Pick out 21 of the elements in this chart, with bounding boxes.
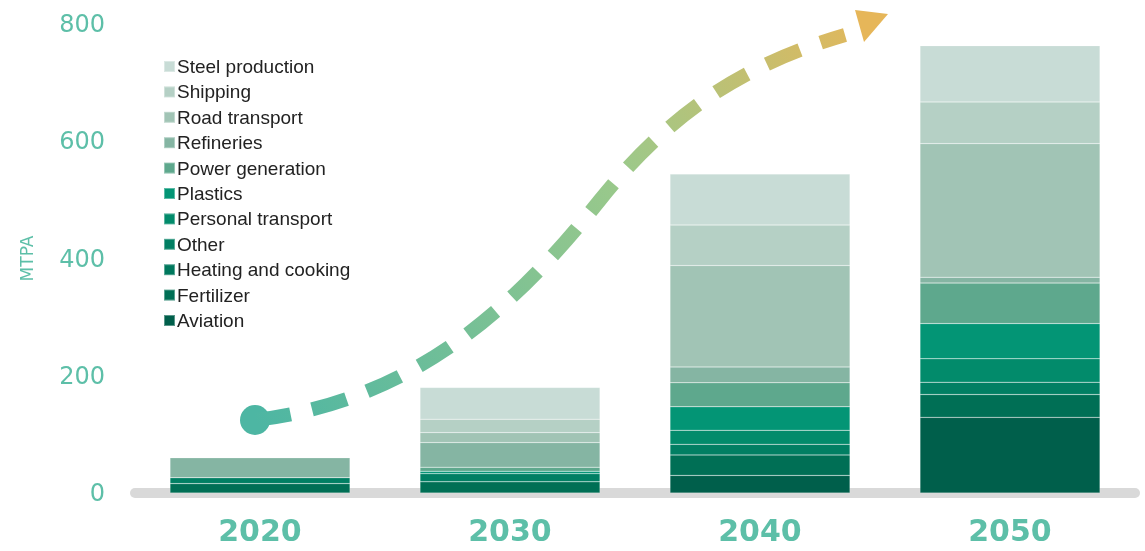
legend-label: Other bbox=[177, 233, 226, 255]
y-tick-label: 600 bbox=[59, 127, 105, 156]
y-tick-label: 200 bbox=[59, 361, 105, 390]
legend-label: Plastics bbox=[177, 183, 243, 204]
legend-label: Steel production bbox=[177, 56, 315, 77]
y-tick-label: 0 bbox=[89, 479, 105, 507]
legend-label: Fertilizer bbox=[177, 284, 251, 306]
x-tick-label: 2040 bbox=[718, 512, 802, 548]
y-axis-title: MTPA bbox=[16, 235, 37, 282]
legend-label: Heating and cooking bbox=[177, 259, 351, 281]
legend-label: Road transport bbox=[177, 106, 304, 128]
legend-label: Personal transport bbox=[177, 208, 333, 230]
legend-label: Refineries bbox=[177, 132, 263, 154]
legend-label: Aviation bbox=[177, 310, 245, 331]
y-tick-label: 800 bbox=[59, 10, 105, 38]
x-tick-label: 2020 bbox=[218, 512, 302, 548]
legend-label: Power generation bbox=[177, 157, 326, 179]
x-tick-label: 2050 bbox=[968, 512, 1052, 548]
y-tick-label: 400 bbox=[59, 244, 105, 273]
legend-label: Shipping bbox=[177, 81, 251, 103]
x-tick-label: 2030 bbox=[468, 512, 552, 548]
